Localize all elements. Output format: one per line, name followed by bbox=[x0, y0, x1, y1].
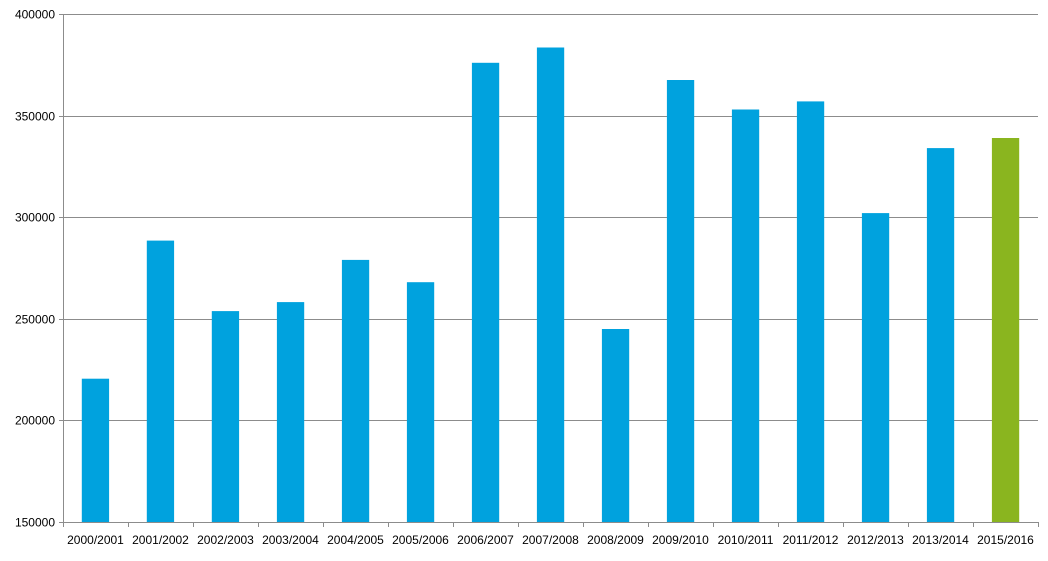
x-tick-label: 2000/2001 bbox=[67, 533, 124, 547]
x-tick-label: 2010/2011 bbox=[718, 533, 774, 547]
y-tick-label: 350000 bbox=[15, 110, 55, 124]
x-tick-label: 2006/2007 bbox=[457, 533, 514, 547]
bar-2001-2002 bbox=[146, 240, 175, 522]
x-tick-labels: 2000/2001 2001/2002 2002/2003 2003/2004 2004… bbox=[67, 533, 1034, 547]
x-tick-label: 2003/2004 bbox=[262, 533, 319, 547]
bar-2002-2003 bbox=[211, 311, 240, 522]
bar-2003-2004 bbox=[276, 302, 305, 522]
y-tick-label: 300000 bbox=[15, 211, 55, 225]
bar-2012-2013 bbox=[861, 213, 890, 522]
bar-2008-2009 bbox=[601, 329, 630, 522]
x-tick-label: 2013/2014 bbox=[912, 533, 969, 547]
x-tick-label: 2002/2003 bbox=[197, 533, 254, 547]
x-tick-label: 2005/2006 bbox=[392, 533, 449, 547]
bar-2011-2012 bbox=[796, 101, 825, 523]
bar-2004-2005 bbox=[341, 259, 370, 522]
axes bbox=[59, 14, 1039, 527]
y-tick-label: 250000 bbox=[15, 313, 55, 327]
y-tick-label: 200000 bbox=[15, 414, 55, 428]
x-tick-label: 2007/2008 bbox=[522, 533, 579, 547]
bar-2009-2010 bbox=[666, 80, 695, 522]
x-tick-label: 2008/2009 bbox=[587, 533, 644, 547]
y-tick-label: 150000 bbox=[15, 516, 55, 530]
bar-2006-2007 bbox=[471, 62, 500, 523]
x-tick-label: 2011/2012 bbox=[783, 533, 839, 547]
y-tick-labels: 150000 200000 250000 300000 350000 400000 bbox=[15, 8, 55, 530]
x-tick-label: 2015/2016 bbox=[977, 533, 1034, 547]
bar-2000-2001 bbox=[81, 378, 110, 522]
bar-2007-2008 bbox=[536, 47, 565, 522]
bar-2015-2016 bbox=[991, 138, 1020, 522]
bar-2005-2006 bbox=[406, 282, 435, 522]
x-tick-label: 2012/2013 bbox=[847, 533, 904, 547]
x-tick-label: 2009/2010 bbox=[652, 533, 709, 547]
bar-2013-2014 bbox=[926, 148, 955, 522]
bar-2010-2011 bbox=[731, 109, 760, 522]
bars bbox=[81, 47, 1020, 523]
x-tick-label: 2004/2005 bbox=[327, 533, 384, 547]
y-tick-label: 400000 bbox=[15, 8, 55, 22]
x-tick-label: 2001/2002 bbox=[132, 533, 189, 547]
